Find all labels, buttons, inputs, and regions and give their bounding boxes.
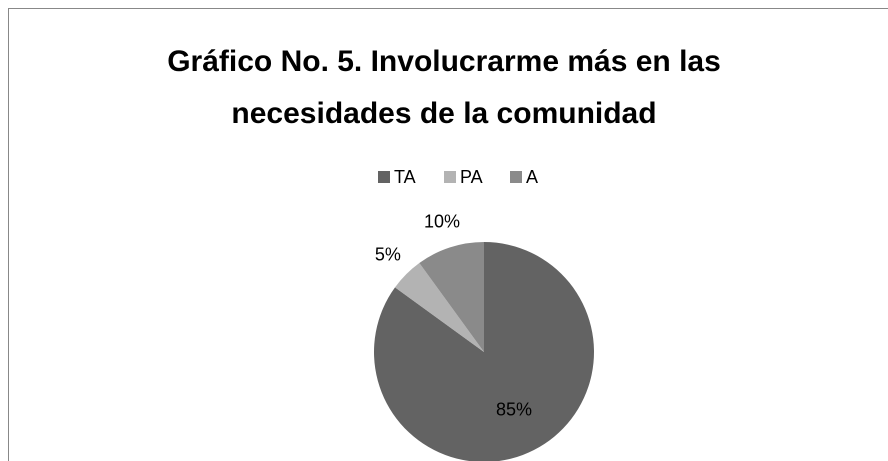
legend-swatch <box>378 171 390 183</box>
pie-slice <box>374 242 595 461</box>
data-label: 5% <box>375 245 401 265</box>
data-label: 85% <box>496 400 532 420</box>
legend-swatch <box>510 171 522 183</box>
pie-slice <box>395 263 484 352</box>
chart-title: Gráfico No. 5. Involucrarme más en las n… <box>167 45 721 130</box>
data-label: 10% <box>424 211 460 231</box>
legend-swatch <box>444 171 456 183</box>
legend-label: TA <box>394 167 416 187</box>
legend-label: PA <box>460 167 483 187</box>
legend-label: A <box>526 167 538 187</box>
pie-slice <box>419 242 484 352</box>
